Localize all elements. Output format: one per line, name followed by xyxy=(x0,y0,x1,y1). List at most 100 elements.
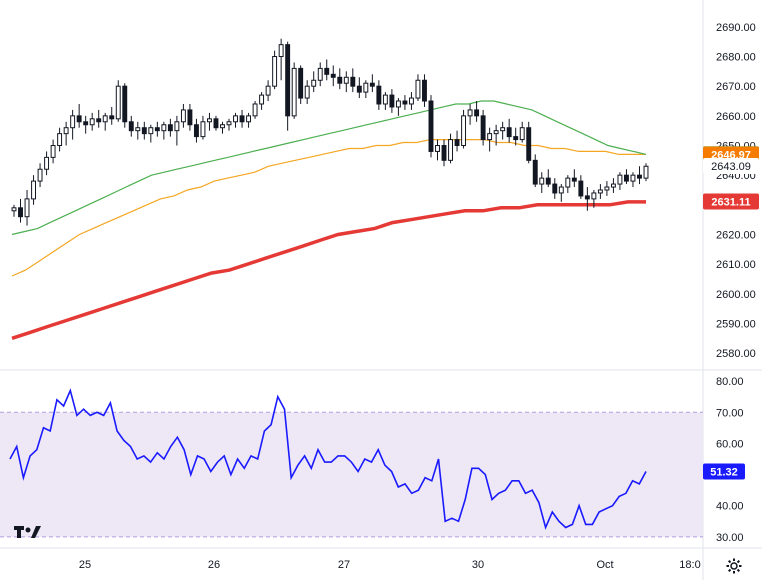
candle xyxy=(304,80,310,104)
price-axis-tick: 2660.00 xyxy=(716,111,756,123)
candle-body xyxy=(31,180,37,200)
price-axis-tick: 2610.00 xyxy=(716,259,756,271)
time-axis-label: 30 xyxy=(472,559,484,571)
candle xyxy=(200,115,206,140)
candle xyxy=(513,127,519,146)
candle xyxy=(11,204,17,217)
candle xyxy=(369,74,375,93)
candle-body xyxy=(382,94,388,105)
candle xyxy=(539,172,545,193)
candle xyxy=(435,139,440,161)
candle xyxy=(565,175,571,193)
candle xyxy=(552,178,558,199)
candle xyxy=(233,112,238,128)
candle-body xyxy=(532,159,538,185)
candle-body xyxy=(539,177,545,185)
candle xyxy=(584,187,590,211)
candle-body xyxy=(265,85,271,96)
candle-body xyxy=(37,168,43,182)
candle-body xyxy=(317,67,323,81)
tradingview-logo xyxy=(14,526,41,538)
candle xyxy=(207,112,212,131)
candle xyxy=(395,98,401,116)
candle xyxy=(643,163,649,182)
sma50-line xyxy=(11,100,647,236)
candle-body xyxy=(233,115,238,123)
candle-body xyxy=(272,56,278,87)
candle-body xyxy=(24,198,30,218)
rsi-axis-tick: 60.00 xyxy=(716,438,744,450)
candle xyxy=(31,175,37,205)
candle-body xyxy=(44,156,50,170)
price-badge-label: 2643.09 xyxy=(711,161,751,173)
price-axis-tick: 2680.00 xyxy=(716,52,756,64)
candle-body xyxy=(83,121,89,126)
candle-body xyxy=(252,103,258,117)
candle-body xyxy=(552,183,558,194)
candle xyxy=(337,68,343,90)
candle xyxy=(57,127,63,152)
candle-body xyxy=(435,145,440,152)
candle xyxy=(604,181,610,196)
candle-body xyxy=(298,67,304,99)
candle-body xyxy=(135,127,141,132)
candle xyxy=(180,103,186,128)
candle-body xyxy=(395,100,401,108)
candle-body xyxy=(330,73,336,78)
candle-body xyxy=(285,44,291,117)
candle xyxy=(467,103,473,125)
time-axis-label: 18:0 xyxy=(679,559,700,571)
candle xyxy=(239,109,245,128)
candle-body xyxy=(578,180,584,197)
sma100-line xyxy=(11,139,646,277)
candle xyxy=(70,109,76,140)
candle-body xyxy=(526,127,532,161)
candle xyxy=(591,190,597,208)
candle xyxy=(311,71,317,93)
candle xyxy=(408,92,414,110)
candle-body xyxy=(363,82,369,93)
price-axis-tick: 2620.00 xyxy=(716,229,756,241)
candle xyxy=(637,166,642,185)
rsi-axis-tick: 70.00 xyxy=(716,407,744,419)
candle-body xyxy=(89,118,95,126)
candle xyxy=(623,169,629,185)
candle-body xyxy=(304,85,310,99)
candle xyxy=(382,92,388,110)
rsi-axis-tick: 40.00 xyxy=(716,501,744,513)
candle xyxy=(330,65,336,87)
candle xyxy=(291,62,297,119)
time-axis-label: 27 xyxy=(338,559,350,571)
candle xyxy=(526,121,532,164)
candle-body xyxy=(604,186,610,191)
candle xyxy=(18,198,23,223)
candle xyxy=(578,175,584,199)
candle xyxy=(83,115,89,134)
candle-body xyxy=(109,115,115,120)
candle-body xyxy=(311,79,317,87)
candle-body xyxy=(213,118,219,129)
candle xyxy=(402,95,408,110)
rsi-axis-tick: 30.00 xyxy=(716,532,744,544)
candle xyxy=(102,112,108,131)
candle xyxy=(350,68,356,93)
candle xyxy=(454,130,460,152)
candle-body xyxy=(115,85,121,120)
candle xyxy=(96,109,102,128)
candle-body xyxy=(389,94,395,108)
candle-body xyxy=(50,145,56,158)
candle-body xyxy=(558,186,564,194)
settings-gear-icon[interactable] xyxy=(726,558,742,574)
candle-body xyxy=(187,109,193,126)
candle xyxy=(265,80,271,102)
candle-body xyxy=(565,177,571,188)
candle-body xyxy=(200,121,206,138)
candle-body xyxy=(141,127,147,135)
candle-body xyxy=(637,174,642,179)
candle-body xyxy=(239,115,245,123)
rsi-value-badge xyxy=(703,463,745,480)
candle-body xyxy=(161,124,167,132)
candle-body xyxy=(623,174,629,182)
candle-body xyxy=(519,127,525,141)
